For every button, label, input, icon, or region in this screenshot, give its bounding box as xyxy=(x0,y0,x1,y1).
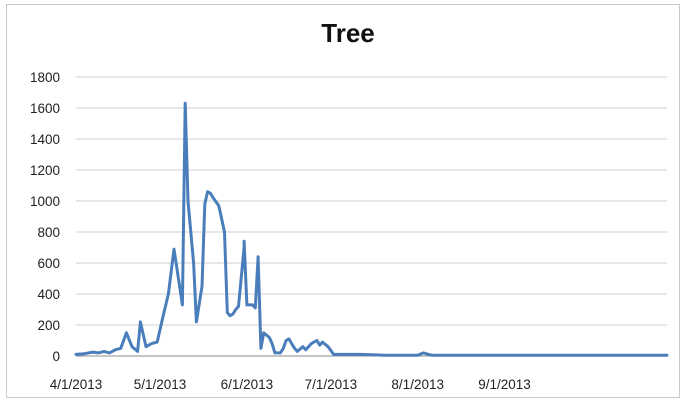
y-tick-label: 1800 xyxy=(30,70,60,85)
x-tick-label: 5/1/2013 xyxy=(134,377,187,392)
x-tick-label: 6/1/2013 xyxy=(221,377,274,392)
y-tick-label: 200 xyxy=(37,318,60,333)
x-tick-label: 8/1/2013 xyxy=(391,377,444,392)
y-axis-tick-labels: 0 200 400 600 800 1000 1200 1400 1600 1800 xyxy=(30,70,60,364)
plot-area xyxy=(74,101,669,357)
y-tick-label: 800 xyxy=(37,225,60,240)
y-tick-label: 1400 xyxy=(30,132,60,147)
x-tick-label: 4/1/2013 xyxy=(50,377,103,392)
x-tick-label: 9/1/2013 xyxy=(478,377,531,392)
gridlines xyxy=(76,76,667,326)
y-tick-label: 0 xyxy=(52,349,60,364)
y-tick-label: 1000 xyxy=(30,194,60,209)
y-tick-label: 400 xyxy=(37,287,60,302)
x-tick-label: 7/1/2013 xyxy=(305,377,358,392)
chart-title: Tree xyxy=(321,18,375,48)
y-tick-label: 1200 xyxy=(30,163,60,178)
x-axis-tick-labels: 4/1/2013 5/1/2013 6/1/2013 7/1/2013 8/1/2013… xyxy=(50,377,531,392)
y-tick-label: 1600 xyxy=(30,101,60,116)
series-line-0 xyxy=(74,101,669,357)
y-tick-label: 600 xyxy=(37,256,60,271)
